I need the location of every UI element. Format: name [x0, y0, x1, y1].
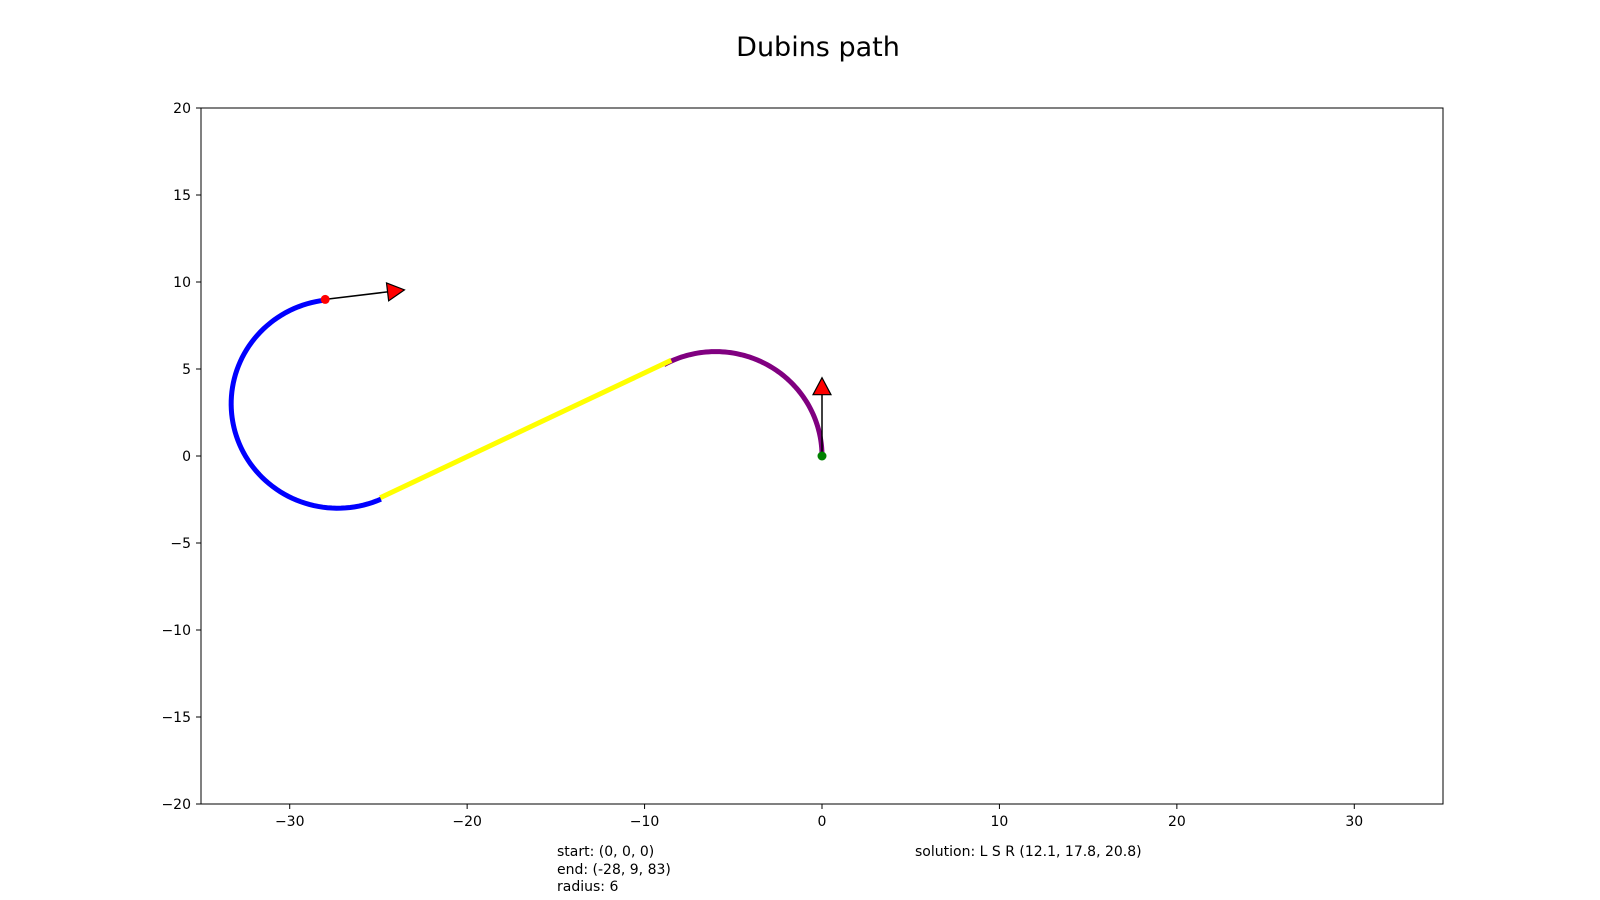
data-layer [228, 297, 825, 511]
y-tick-label: −10 [161, 623, 191, 639]
x-tick-label: −10 [630, 814, 660, 830]
x-tick-label: 10 [991, 814, 1009, 830]
solution-text: solution: L S R (12.1, 17.8, 20.8) [915, 844, 1142, 860]
x-tick-label: 20 [1168, 814, 1186, 830]
y-tick-label: −5 [170, 536, 191, 552]
start-text: start: (0, 0, 0) [557, 844, 655, 860]
axis-layer: −30 −20 −10 0 10 20 30 −20 −15 −10 −5 0 5 10 15 20 [161, 101, 1363, 830]
path-segment-3-arc [228, 297, 382, 511]
end-text: end: (-28, 9, 83) [557, 861, 671, 878]
path-segment-1-arc [662, 349, 825, 457]
x-tick-label: 0 [818, 814, 827, 830]
y-tick-label: 20 [173, 101, 191, 117]
end-heading-arrow [385, 282, 406, 302]
end-point [320, 294, 330, 304]
y-tick-label: 0 [182, 449, 191, 465]
end-heading-shaft [325, 291, 388, 301]
marker-layer [320, 282, 832, 461]
chart-title: Dubins path [736, 32, 900, 63]
y-tick-label: 15 [173, 188, 191, 204]
y-tick-label: 10 [173, 275, 191, 291]
x-tick-label: −20 [452, 814, 482, 830]
radius-text: radius: 6 [557, 879, 619, 895]
y-tick-label: −15 [161, 710, 191, 726]
start-heading-arrow [812, 376, 832, 396]
y-tick-label: 5 [182, 362, 191, 378]
parameters-text: start: (0, 0, 0) end: (-28, 9, 83) radius:… [557, 844, 671, 897]
start-point [817, 451, 827, 461]
path-segment-2-line [379, 358, 673, 501]
y-tick-label: −20 [161, 797, 191, 813]
x-tick-label: 30 [1345, 814, 1363, 830]
x-tick-label: −30 [275, 814, 305, 830]
